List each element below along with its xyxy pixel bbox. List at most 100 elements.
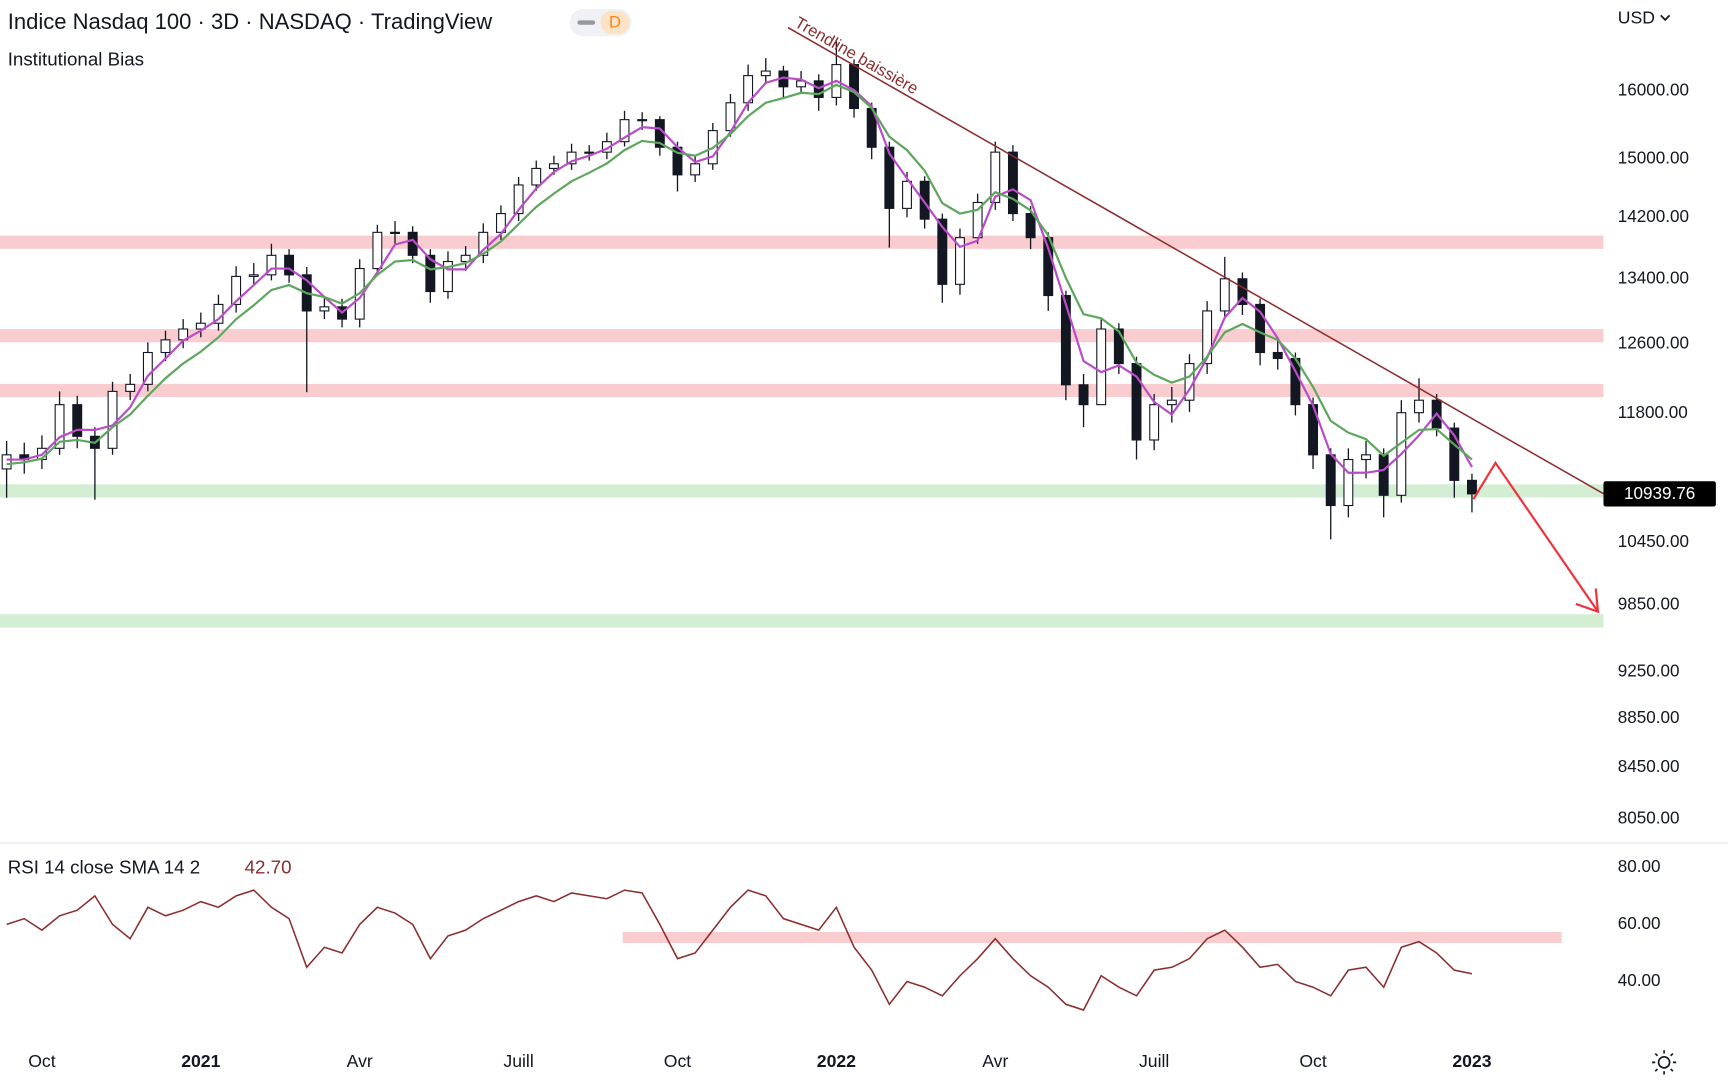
candle-body <box>390 231 400 234</box>
candle-body <box>760 70 771 77</box>
moving-average <box>6 83 1473 466</box>
candle-body <box>72 404 83 437</box>
support-resistance-zone <box>0 329 1604 343</box>
sun-rays <box>1651 1050 1677 1075</box>
candle-body <box>1414 399 1424 414</box>
candle-body <box>1378 454 1389 496</box>
candle-body <box>513 184 524 215</box>
candle-body <box>478 231 489 256</box>
candle-body <box>1343 458 1354 507</box>
candle-body <box>531 167 542 186</box>
y-tick-label: 9850.00 <box>1618 595 1680 614</box>
candle-body <box>1060 294 1071 386</box>
rsi-zone <box>622 932 1562 944</box>
y-tick-label: 9250.00 <box>1618 661 1680 680</box>
price-axis <box>1603 0 1728 1080</box>
currency[interactable]: USD <box>1618 7 1655 27</box>
candle-body <box>284 254 295 276</box>
x-tick-label: Juill <box>1139 1051 1169 1071</box>
candle-body <box>1007 151 1018 215</box>
y-tick-label: 8850.00 <box>1618 708 1680 727</box>
currency-chevron[interactable] <box>1660 14 1671 22</box>
x-tick-label: 2021 <box>181 1051 220 1071</box>
candle-body <box>231 275 242 305</box>
candle-body <box>443 260 453 293</box>
y-tick-label: 13400.00 <box>1618 268 1689 287</box>
x-tick-label: 2023 <box>1452 1051 1491 1071</box>
candle-body <box>566 151 577 165</box>
rsi-tick-label: 40.00 <box>1618 971 1661 990</box>
rsi-line <box>6 889 1473 1011</box>
candle-body <box>248 274 259 277</box>
candle-body <box>1 454 12 470</box>
candle-body <box>1202 310 1213 365</box>
support-resistance-zone <box>0 235 1604 249</box>
y-tick-label: 10450.00 <box>1618 532 1689 551</box>
candle-body <box>372 231 383 270</box>
y-tick-label: 12600.00 <box>1618 334 1689 353</box>
candle-body <box>955 237 965 285</box>
support-resistance-zone <box>0 383 1604 398</box>
candle-body <box>919 180 930 220</box>
candle-body <box>972 201 983 239</box>
candle-body <box>107 390 118 449</box>
indicator-name: Institutional Bias <box>8 49 144 70</box>
candle-body <box>1237 278 1248 305</box>
candle-body <box>460 254 471 263</box>
arrow-head <box>1575 588 1600 614</box>
y-tick-label: 15000.00 <box>1618 149 1689 168</box>
candle-body <box>195 322 206 330</box>
candle-body <box>1166 399 1177 406</box>
candle-body <box>1325 454 1336 507</box>
candle-body <box>1078 384 1089 406</box>
candle-body <box>1361 454 1371 461</box>
x-tick-label: Oct <box>28 1051 56 1071</box>
candle-body <box>425 254 436 293</box>
candle-body <box>584 151 595 154</box>
last-price-label: 10939.76 <box>1624 484 1695 503</box>
candle-body <box>1219 278 1230 312</box>
y-tick-label: 8450.00 <box>1618 757 1680 776</box>
x-tick-label: 2022 <box>817 1051 856 1071</box>
y-tick-label: 16000.00 <box>1618 80 1689 99</box>
y-tick-label: 14200.00 <box>1618 207 1689 226</box>
x-tick-label: Oct <box>1299 1051 1327 1071</box>
y-tick-label: 8050.00 <box>1618 809 1680 828</box>
support-resistance-zone <box>0 614 1604 628</box>
rsi-tick-label: 60.00 <box>1618 914 1661 933</box>
candle-body <box>125 383 136 392</box>
chart-title: Indice Nasdaq 100 · 3D · NASDAQ · Tradin… <box>8 9 493 34</box>
y-tick-label: 11800.00 <box>1618 403 1688 422</box>
badge-label: D <box>609 13 621 32</box>
candle-body <box>937 218 948 285</box>
candle-body <box>990 151 1001 204</box>
plot <box>1 41 1477 1011</box>
candle-body <box>902 180 912 209</box>
candle-body <box>1149 404 1160 441</box>
x-tick-label: Avr <box>982 1051 1008 1071</box>
x-tick-label: Oct <box>664 1051 692 1071</box>
candle-body <box>319 306 330 312</box>
badge-d-bg <box>600 11 630 35</box>
trendline <box>787 26 1604 495</box>
moving-average <box>6 76 1473 474</box>
candle-body <box>142 351 153 385</box>
candle-body <box>619 119 630 143</box>
candle-body <box>1466 479 1477 495</box>
x-tick-label: Avr <box>347 1051 373 1071</box>
candle-body <box>548 163 559 169</box>
candle-body <box>637 119 648 122</box>
interval-badge[interactable]: D <box>569 8 632 37</box>
candle-body <box>1113 328 1124 365</box>
rsi-last-value: 42.70 <box>245 856 292 877</box>
candle-body <box>160 339 171 354</box>
settings-icon[interactable] <box>1651 1050 1677 1075</box>
candle-body <box>1096 328 1107 406</box>
candle-body <box>1449 427 1460 481</box>
candle-body <box>54 404 65 449</box>
candle-body <box>884 146 895 209</box>
rsi-title: RSI 14 close SMA 14 2 <box>8 856 201 877</box>
candle-body <box>1255 303 1266 354</box>
